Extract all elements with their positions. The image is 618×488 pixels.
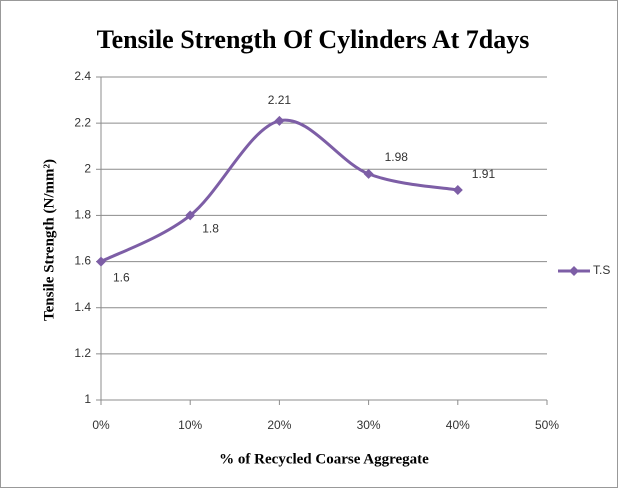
data-label: 1.98 (385, 150, 409, 164)
legend-label: T.S (593, 263, 610, 277)
chart-title: Tensile Strength Of Cylinders At 7days (97, 25, 530, 54)
data-label: 1.8 (202, 222, 219, 236)
y-tick-label: 2.4 (74, 69, 91, 83)
x-tick-label: 20% (267, 418, 291, 432)
x-tick-label: 0% (92, 418, 110, 432)
y-axis-label: Tensile Strength (N/mm²) (41, 159, 57, 321)
x-tick-label: 40% (446, 418, 470, 432)
x-tick-label: 30% (357, 418, 381, 432)
y-tick-label: 1 (84, 392, 91, 406)
y-tick-label: 2.2 (74, 115, 91, 129)
data-point (96, 256, 106, 267)
x-tick-label: 50% (535, 418, 559, 432)
data-point (274, 115, 285, 126)
y-tick-label: 2 (84, 161, 91, 175)
data-point (452, 185, 463, 196)
data-point (363, 168, 374, 179)
data-label: 2.21 (268, 93, 292, 107)
y-tick-label: 1.6 (74, 254, 91, 268)
legend-marker (569, 266, 579, 276)
data-point (185, 210, 196, 221)
y-tick-label: 1.4 (74, 300, 91, 314)
y-tick-label: 1.8 (74, 208, 91, 222)
y-tick-label: 1.2 (74, 346, 91, 360)
data-label: 1.91 (472, 167, 496, 181)
data-label: 1.6 (113, 271, 130, 285)
x-axis-label: % of Recycled Coarse Aggregate (219, 451, 429, 467)
x-tick-label: 10% (178, 418, 202, 432)
